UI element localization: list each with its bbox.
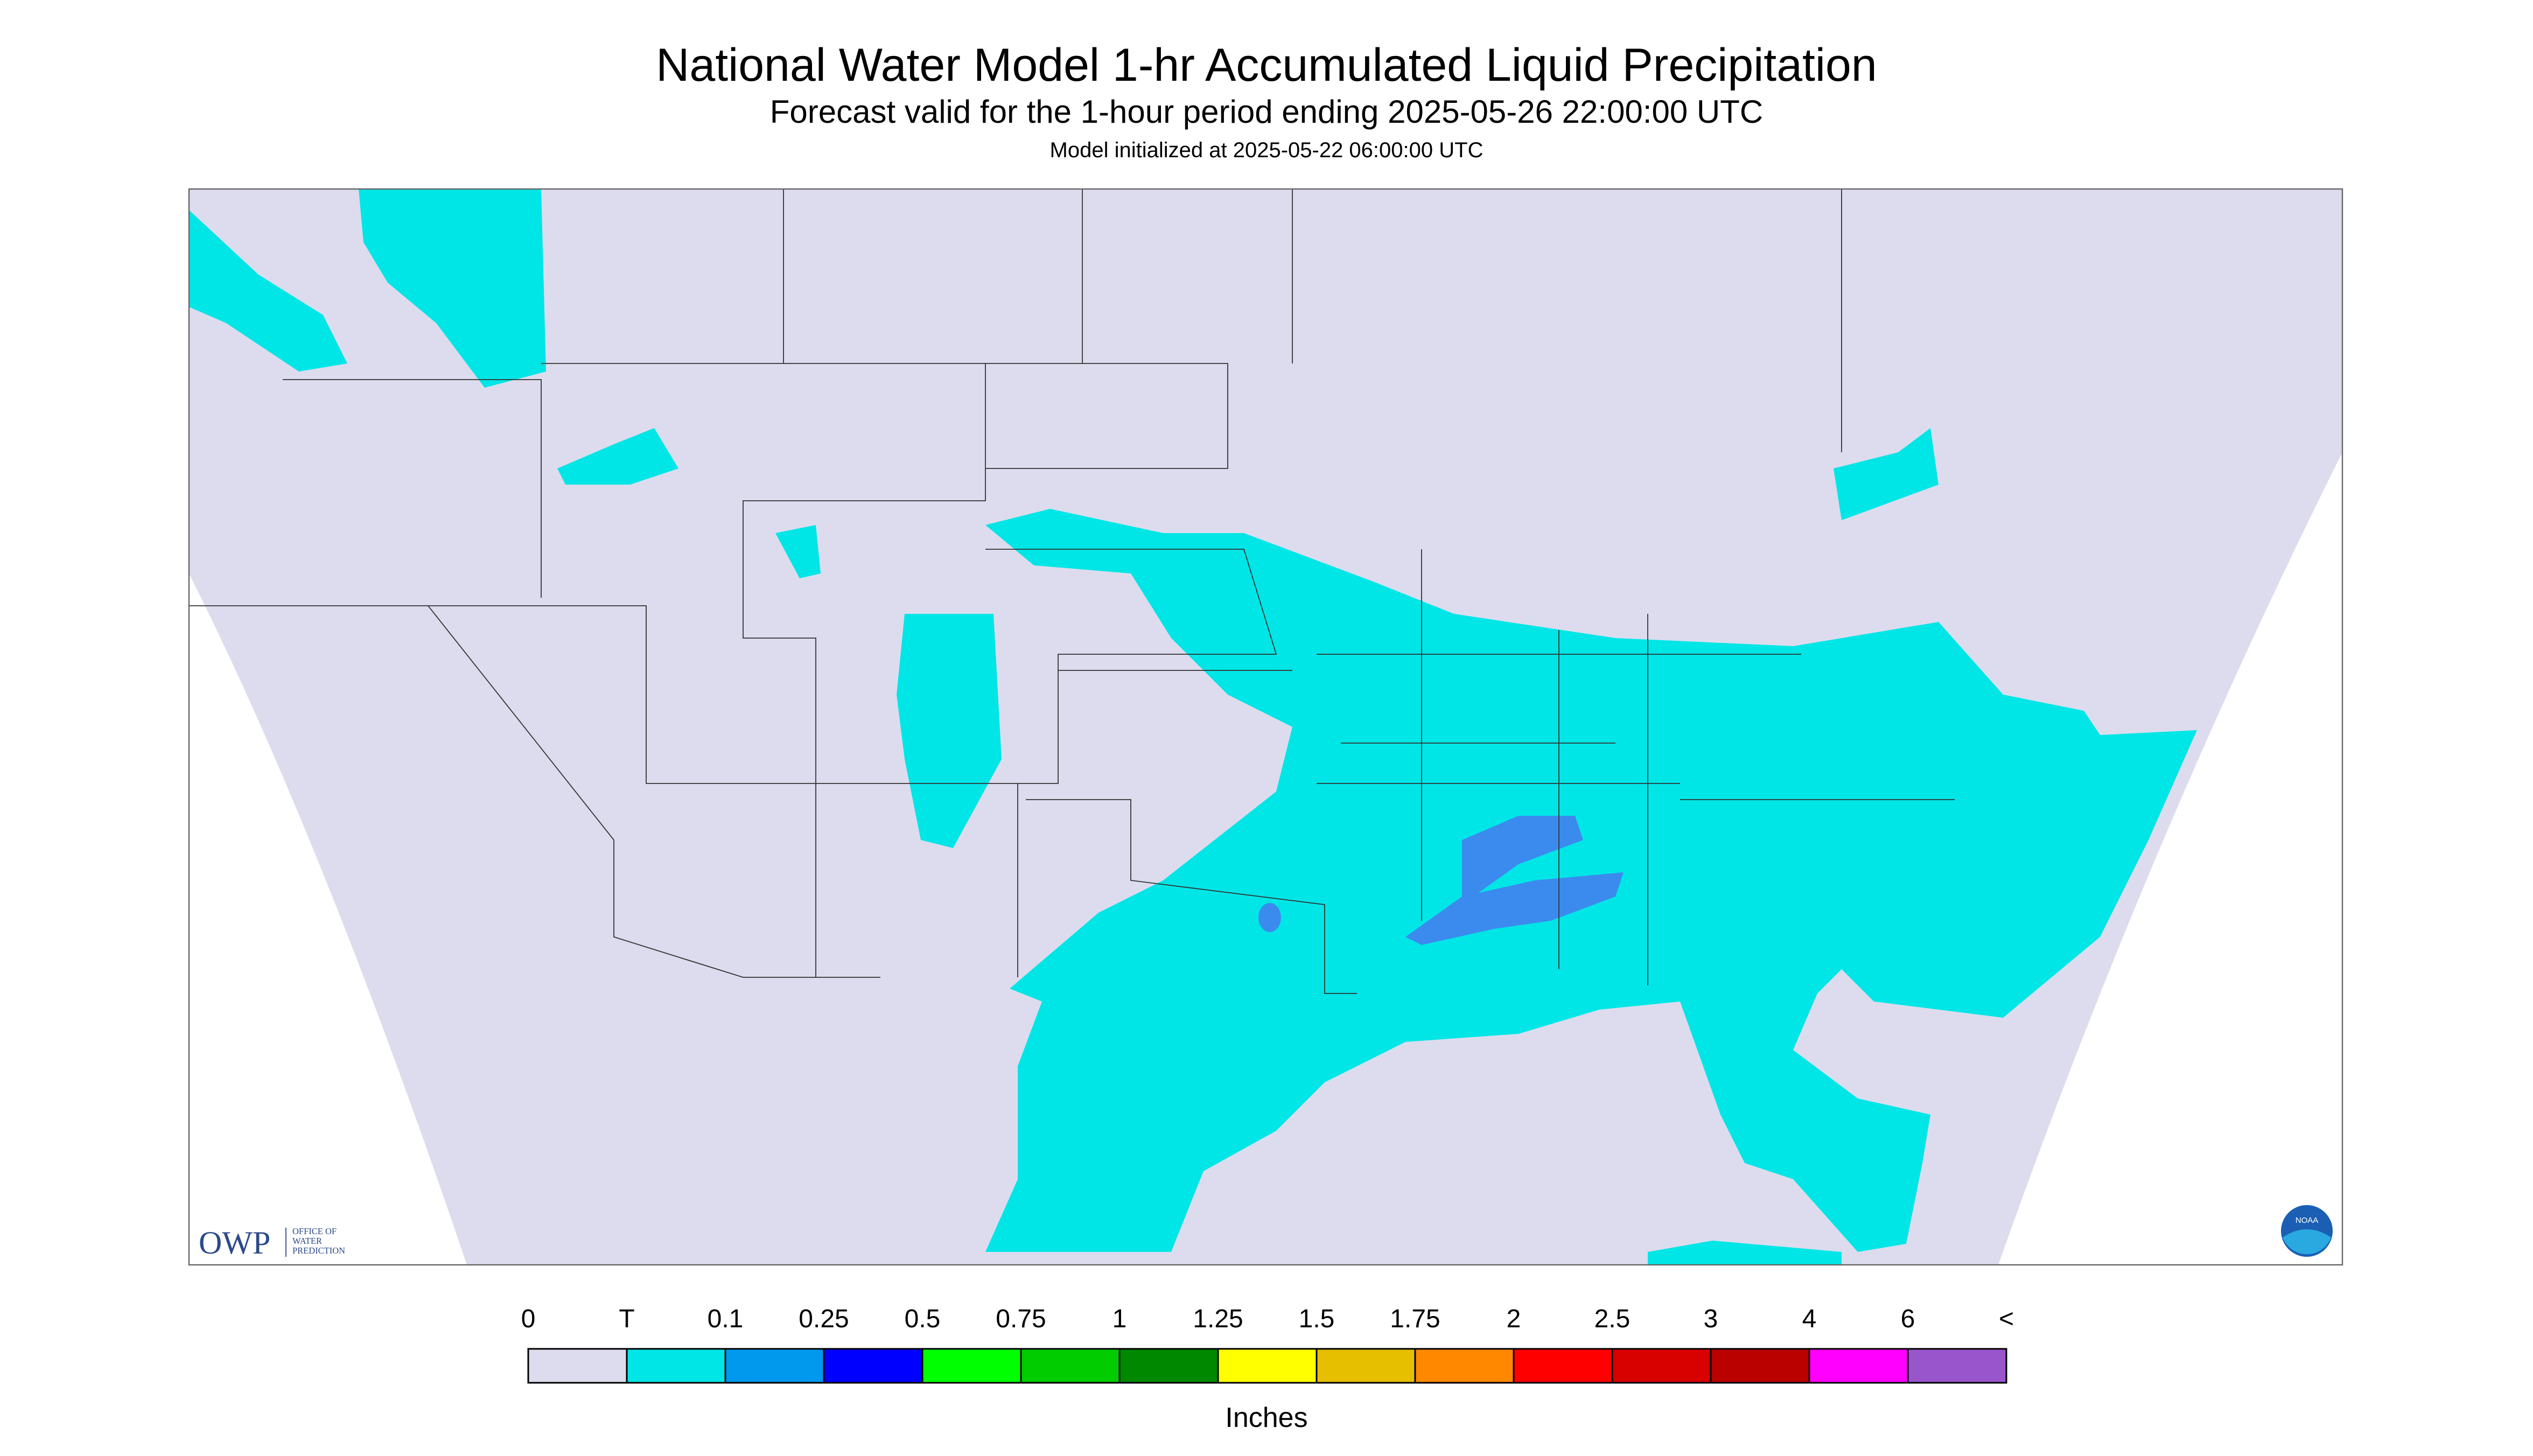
owp-line: WATER xyxy=(292,1236,322,1246)
owp-line: PREDICTION xyxy=(292,1245,345,1256)
legend-label: 1 xyxy=(1112,1305,1127,1333)
noaa-wave xyxy=(2283,1229,2331,1255)
legend-swatch xyxy=(1611,1348,1712,1384)
init-note: Model initialized at 2025-05-22 06:00:00… xyxy=(1050,138,1484,162)
legend-label: 2 xyxy=(1507,1305,1521,1333)
map-frame xyxy=(188,188,2343,1266)
legend-label: 2.5 xyxy=(1594,1305,1631,1333)
title: National Water Model 1-hr Accumulated Li… xyxy=(656,39,1877,91)
boundaries xyxy=(189,189,1955,994)
legend-swatch xyxy=(724,1348,825,1384)
owp-logo: OWP xyxy=(199,1225,270,1261)
legend-label: 0.1 xyxy=(708,1305,744,1333)
legend-label: 0.5 xyxy=(905,1305,941,1333)
legend-label: 0.75 xyxy=(996,1305,1046,1333)
legend-swatch xyxy=(921,1348,1022,1384)
legend-swatch xyxy=(1414,1348,1515,1384)
map: OWP OFFICE OF WATER PREDICTION NOAA xyxy=(188,188,2343,1266)
legend-swatch xyxy=(823,1348,923,1384)
legend: 0 T 0.1 0.25 0.5 0.75 1 1.25 1.5 1.75 2 2.5 3 4 6 < xyxy=(521,1305,2014,1384)
legend-unit: Inches xyxy=(1225,1402,1307,1433)
legend-label: 4 xyxy=(1802,1305,1817,1333)
legend-label: 0.25 xyxy=(799,1305,849,1333)
legend-swatch xyxy=(1217,1348,1318,1384)
noaa-text: NOAA xyxy=(2296,1216,2319,1225)
legend-label: 1.5 xyxy=(1299,1305,1335,1333)
legend-swatch xyxy=(626,1348,726,1384)
legend-swatch xyxy=(527,1348,628,1384)
legend-label: 3 xyxy=(1704,1305,1718,1333)
legend-swatch xyxy=(1316,1348,1416,1384)
legend-label: 1.75 xyxy=(1390,1305,1440,1333)
legend-swatch xyxy=(1118,1348,1219,1384)
legend-swatch xyxy=(1710,1348,1810,1384)
legend-swatch xyxy=(1020,1348,1121,1384)
precip-moderate xyxy=(1258,816,1624,945)
owp-line: OFFICE OF xyxy=(292,1226,337,1236)
legend-swatch xyxy=(1808,1348,1909,1384)
subtitle: Forecast valid for the 1-hour period end… xyxy=(770,94,1763,130)
legend-swatch xyxy=(1907,1348,2007,1384)
legend-label: < xyxy=(1999,1305,2014,1333)
legend-label: T xyxy=(619,1305,634,1333)
legend-label: 0 xyxy=(521,1305,536,1333)
legend-label: 6 xyxy=(1901,1305,1915,1333)
legend-label: 1.25 xyxy=(1193,1305,1243,1333)
legend-swatch xyxy=(1513,1348,1613,1384)
